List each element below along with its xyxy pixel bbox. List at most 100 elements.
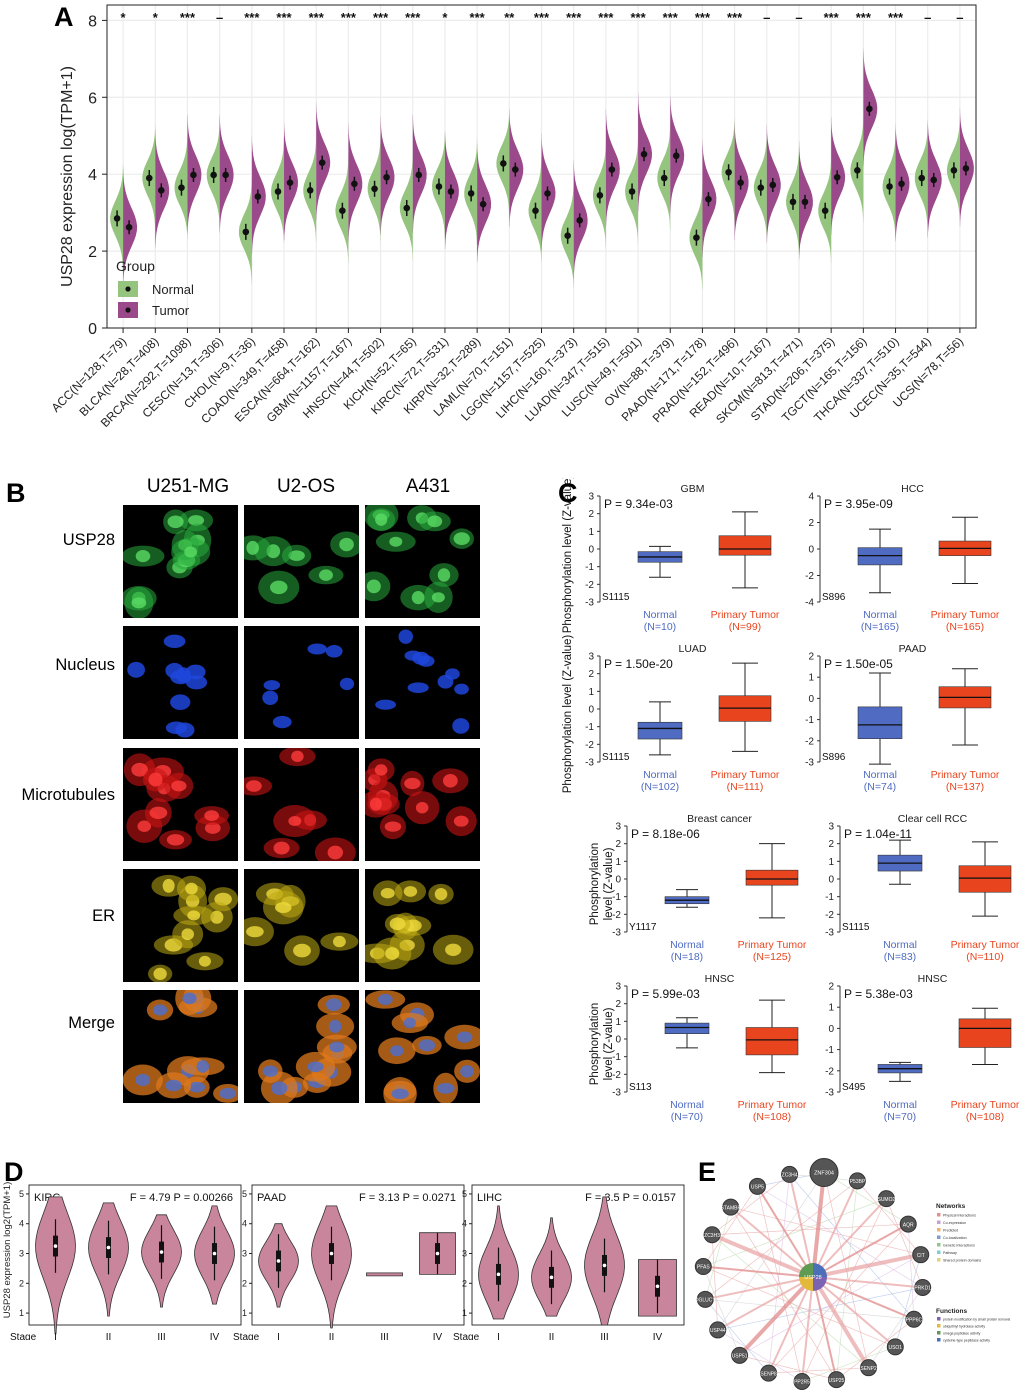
group-n: (N=165): [946, 621, 984, 633]
nucleus-blob: [339, 677, 355, 691]
network-edge: [868, 1287, 923, 1368]
mean-point-tumor: [318, 159, 326, 166]
cell-core: [188, 1081, 206, 1093]
y-tick-label: -3: [612, 928, 621, 939]
cell-core: [366, 579, 381, 594]
network-node: [912, 1246, 930, 1264]
network-node: [709, 1321, 727, 1339]
mean-point-tumor: [866, 105, 873, 113]
mean-point-tumor: [801, 198, 809, 206]
box-panel-title: PAAD: [899, 643, 927, 655]
micrograph-image: [244, 748, 359, 861]
mean-point-tumor: [608, 166, 616, 173]
mean-point-normal: [854, 167, 861, 174]
group-n: (N=74): [864, 781, 896, 793]
mean-point-tumor: [222, 171, 229, 179]
network-edge: [717, 1329, 803, 1382]
center-node-label: USP28: [804, 1275, 821, 1281]
network-node: [905, 1310, 923, 1328]
network-node: [886, 1338, 904, 1356]
cell-core: [436, 1083, 455, 1094]
micrograph-svg: [127, 634, 208, 738]
network-node: [703, 1226, 721, 1244]
cell-core: [288, 550, 305, 561]
violin-panel-stat: F = 4.79 P = 0.00266: [130, 1192, 233, 1204]
micrograph-svg: [375, 629, 470, 734]
stage-tick-label: I: [54, 1332, 57, 1340]
micrograph-image: [123, 990, 238, 1103]
cell-core: [219, 1087, 237, 1099]
box: [664, 1022, 710, 1034]
y-tick-label: 0: [615, 875, 621, 886]
group-n: (N=10): [644, 621, 676, 633]
cell-core: [271, 1081, 288, 1096]
nucleus-blob: [307, 643, 327, 655]
group-n: (N=137): [946, 781, 984, 793]
stage-tick-label: III: [157, 1332, 165, 1340]
micrograph-image: [365, 748, 480, 861]
y-tick-label: 5: [242, 1189, 247, 1199]
y-tick-label: 2: [808, 518, 814, 529]
cell-core: [273, 841, 290, 855]
site-label: S495: [842, 1082, 866, 1093]
site-label: S1115: [602, 592, 630, 603]
site-label: S113: [629, 1082, 652, 1093]
significance-label: ***: [888, 10, 904, 25]
mean-point-tumor: [930, 176, 938, 184]
y-axis-label: Phosphorylation level (Z-value): [562, 635, 574, 794]
violin-panel-stat: F = 3.13 P = 0.0271: [359, 1192, 456, 1204]
network-spoke: [812, 1276, 915, 1321]
mean-point-normal: [306, 187, 314, 194]
network-node-label: USP51: [732, 1354, 748, 1360]
mean-point-tumor: [447, 188, 455, 195]
y-axis-label: level (Z-value): [603, 1007, 615, 1080]
y-tick-label: 0: [88, 321, 97, 338]
micrograph-image: [123, 505, 238, 618]
mean-point-normal: [693, 234, 700, 241]
stage-tick-label: IV: [433, 1332, 443, 1340]
legend-title: Networks: [936, 1203, 966, 1210]
significance-label: ***: [856, 10, 872, 25]
cell-core: [262, 1065, 279, 1077]
micrograph-svg: [258, 994, 357, 1103]
significance-label: ***: [566, 10, 582, 25]
micrograph-image: [365, 869, 480, 982]
mean-point-normal: [789, 198, 797, 206]
cell-core: [369, 797, 382, 811]
network-spoke: [812, 1180, 859, 1278]
group-name: Primary Tumor: [738, 1099, 807, 1111]
violin-median: [655, 1284, 660, 1289]
mean-point-normal: [660, 174, 668, 182]
cell-core: [198, 955, 211, 967]
network-node: [748, 1177, 766, 1195]
micrograph-svg: [365, 505, 474, 613]
micrograph-svg: [365, 880, 474, 970]
network-edge: [768, 1367, 869, 1374]
y-tick-label: 6: [88, 90, 97, 107]
cell-core: [148, 772, 163, 787]
stain-label: USP28: [62, 531, 115, 549]
stain-label: Nucleus: [55, 656, 115, 674]
y-tick-label: 2: [615, 839, 621, 850]
micrograph-image: [123, 869, 238, 982]
group-name: Normal: [883, 1099, 917, 1111]
legend-label: cysteine-type peptidase activity: [943, 1339, 990, 1343]
cell-core: [460, 1065, 474, 1078]
network-node-label: DGLUCY: [695, 1298, 717, 1304]
network-node-label: STAMBP: [721, 1205, 742, 1211]
network-edge: [789, 1174, 915, 1320]
stage-tick-label: II: [106, 1332, 112, 1340]
cell-core: [329, 1041, 345, 1053]
p-value-label: P = 5.38e-03: [844, 987, 913, 1001]
network-edge: [711, 1234, 719, 1330]
y-tick-label: 1: [808, 673, 814, 684]
y-tick-label: 4: [808, 492, 814, 503]
y-tick-label: 0: [615, 1035, 621, 1046]
cell-core: [135, 549, 151, 563]
legend-swatch: [937, 1250, 941, 1254]
violin-panel-stat: F = 3.5 P = 0.0157: [585, 1192, 676, 1204]
network-node-label: ZC3H3: [704, 1233, 720, 1239]
nucleus-blob: [163, 634, 186, 648]
mean-point-normal: [596, 192, 604, 199]
